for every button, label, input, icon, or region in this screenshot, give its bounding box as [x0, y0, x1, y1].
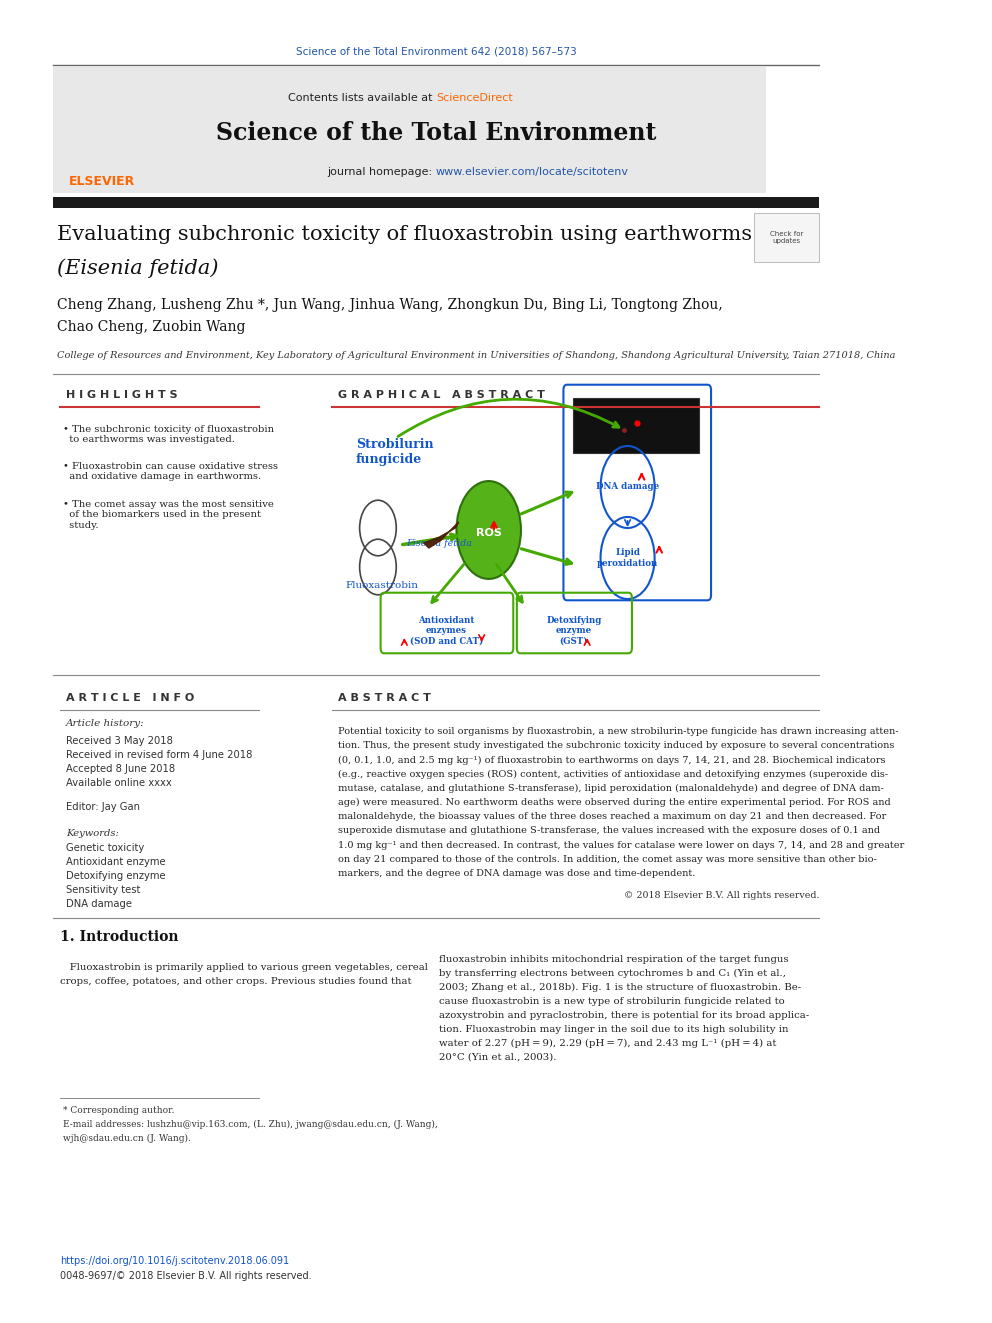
Text: Received 3 May 2018: Received 3 May 2018: [65, 736, 173, 746]
Text: E-mail addresses: lushzhu@vip.163.com, (L. Zhu), jwang@sdau.edu.cn, (J. Wang),: E-mail addresses: lushzhu@vip.163.com, (…: [63, 1121, 438, 1129]
Text: Received in revised form 4 June 2018: Received in revised form 4 June 2018: [65, 750, 252, 759]
Text: G R A P H I C A L   A B S T R A C T: G R A P H I C A L A B S T R A C T: [338, 390, 546, 400]
FancyBboxPatch shape: [573, 398, 698, 452]
Text: cause fluoxastrobin is a new type of strobilurin fungicide related to: cause fluoxastrobin is a new type of str…: [439, 998, 786, 1005]
Text: Cheng Zhang, Lusheng Zhu *, Jun Wang, Jinhua Wang, Zhongkun Du, Bing Li, Tongton: Cheng Zhang, Lusheng Zhu *, Jun Wang, Ji…: [58, 298, 723, 312]
Text: 0048-9697/© 2018 Elsevier B.V. All rights reserved.: 0048-9697/© 2018 Elsevier B.V. All right…: [60, 1271, 311, 1281]
Text: by transferring electrons between cytochromes b and C₁ (Yin et al.,: by transferring electrons between cytoch…: [439, 968, 787, 978]
Text: water of 2.27 (pH = 9), 2.29 (pH = 7), and 2.43 mg L⁻¹ (pH = 4) at: water of 2.27 (pH = 9), 2.29 (pH = 7), a…: [439, 1039, 777, 1048]
Text: Contents lists available at: Contents lists available at: [288, 93, 435, 103]
Text: Lipid
peroxidation: Lipid peroxidation: [597, 548, 659, 568]
Text: Article history:: Article history:: [65, 718, 145, 728]
Text: 20°C (Yin et al., 2003).: 20°C (Yin et al., 2003).: [439, 1053, 557, 1062]
Text: Antioxidant
enzymes
(SOD and CAT): Antioxidant enzymes (SOD and CAT): [410, 617, 483, 646]
Text: https://doi.org/10.1016/j.scitotenv.2018.06.091: https://doi.org/10.1016/j.scitotenv.2018…: [60, 1256, 289, 1266]
Text: 1. Introduction: 1. Introduction: [60, 930, 179, 945]
Text: * Corresponding author.: * Corresponding author.: [63, 1106, 175, 1115]
Text: H I G H L I G H T S: H I G H L I G H T S: [65, 390, 178, 400]
Text: ScienceDirect: ScienceDirect: [435, 93, 513, 103]
Text: malonaldehyde, the bioassay values of the three doses reached a maximum on day 2: malonaldehyde, the bioassay values of th…: [338, 812, 887, 822]
Text: • The comet assay was the most sensitive
  of the biomarkers used in the present: • The comet assay was the most sensitive…: [63, 500, 274, 529]
Circle shape: [456, 482, 521, 579]
Text: www.elsevier.com/locate/scitotenv: www.elsevier.com/locate/scitotenv: [435, 167, 629, 177]
Text: tion. Thus, the present study investigated the subchronic toxicity induced by ex: tion. Thus, the present study investigat…: [338, 741, 895, 750]
Text: Accepted 8 June 2018: Accepted 8 June 2018: [65, 763, 175, 774]
Text: Chao Cheng, Zuobin Wang: Chao Cheng, Zuobin Wang: [58, 320, 246, 333]
Text: mutase, catalase, and glutathione S-transferase), lipid peroxidation (malonaldeh: mutase, catalase, and glutathione S-tran…: [338, 783, 884, 792]
Text: Detoxifying
enzyme
(GST): Detoxifying enzyme (GST): [547, 617, 601, 646]
Text: Fluoxastrobin: Fluoxastrobin: [345, 581, 419, 590]
FancyBboxPatch shape: [53, 197, 819, 208]
Text: Fluoxastrobin is primarily applied to various green vegetables, cereal: Fluoxastrobin is primarily applied to va…: [60, 963, 428, 972]
Text: wjh@sdau.edu.cn (J. Wang).: wjh@sdau.edu.cn (J. Wang).: [63, 1134, 191, 1143]
Text: Science of the Total Environment 642 (2018) 567–573: Science of the Total Environment 642 (20…: [296, 48, 576, 57]
FancyBboxPatch shape: [754, 213, 819, 262]
Text: Genetic toxicity: Genetic toxicity: [65, 843, 144, 853]
Text: journal homepage:: journal homepage:: [327, 167, 435, 177]
Text: Editor: Jay Gan: Editor: Jay Gan: [65, 802, 140, 812]
Text: Potential toxicity to soil organisms by fluoxastrobin, a new strobilurin-type fu: Potential toxicity to soil organisms by …: [338, 728, 899, 736]
Text: DNA damage: DNA damage: [596, 483, 659, 492]
Text: Sensitivity test: Sensitivity test: [65, 885, 140, 894]
Text: • The subchronic toxicity of fluoxastrobin
  to earthworms was investigated.: • The subchronic toxicity of fluoxastrob…: [63, 425, 275, 445]
Text: A R T I C L E   I N F O: A R T I C L E I N F O: [65, 693, 194, 703]
Text: (0, 0.1, 1.0, and 2.5 mg kg⁻¹) of fluoxastrobin to earthworms on days 7, 14, 21,: (0, 0.1, 1.0, and 2.5 mg kg⁻¹) of fluoxa…: [338, 755, 886, 765]
Polygon shape: [424, 523, 459, 548]
Text: Check for
updates: Check for updates: [770, 230, 804, 243]
Text: ELSEVIER: ELSEVIER: [68, 175, 135, 188]
Text: tion. Fluoxastrobin may linger in the soil due to its high solubility in: tion. Fluoxastrobin may linger in the so…: [439, 1025, 789, 1035]
Text: Detoxifying enzyme: Detoxifying enzyme: [65, 871, 166, 881]
Text: 1.0 mg kg⁻¹ and then decreased. In contrast, the values for catalase were lower : 1.0 mg kg⁻¹ and then decreased. In contr…: [338, 840, 905, 849]
Text: © 2018 Elsevier B.V. All rights reserved.: © 2018 Elsevier B.V. All rights reserved…: [624, 890, 819, 900]
Text: superoxide dismutase and glutathione S-transferase, the values increased with th: superoxide dismutase and glutathione S-t…: [338, 827, 881, 835]
Text: Evaluating subchronic toxicity of fluoxastrobin using earthworms: Evaluating subchronic toxicity of fluoxa…: [58, 225, 752, 243]
Text: ROS: ROS: [476, 528, 502, 538]
Text: College of Resources and Environment, Key Laboratory of Agricultural Environment: College of Resources and Environment, Ke…: [58, 351, 896, 360]
Text: DNA damage: DNA damage: [65, 900, 132, 909]
Text: crops, coffee, potatoes, and other crops. Previous studies found that: crops, coffee, potatoes, and other crops…: [60, 976, 412, 986]
Text: Keywords:: Keywords:: [65, 830, 119, 837]
Text: fluoxastrobin inhibits mitochondrial respiration of the target fungus: fluoxastrobin inhibits mitochondrial res…: [439, 955, 789, 964]
Text: azoxystrobin and pyraclostrobin, there is potential for its broad applica-: azoxystrobin and pyraclostrobin, there i…: [439, 1011, 809, 1020]
Text: • Fluoxastrobin can cause oxidative stress
  and oxidative damage in earthworms.: • Fluoxastrobin can cause oxidative stre…: [63, 462, 279, 482]
Text: age) were measured. No earthworm deaths were observed during the entire experime: age) were measured. No earthworm deaths …: [338, 798, 891, 807]
Text: Antioxidant enzyme: Antioxidant enzyme: [65, 857, 166, 867]
Text: (e.g., reactive oxygen species (ROS) content, activities of antioxidase and deto: (e.g., reactive oxygen species (ROS) con…: [338, 770, 889, 779]
FancyBboxPatch shape: [53, 67, 767, 193]
Text: Strobilurin
fungicide: Strobilurin fungicide: [356, 438, 434, 466]
Text: 2003; Zhang et al., 2018b). Fig. 1 is the structure of fluoxastrobin. Be-: 2003; Zhang et al., 2018b). Fig. 1 is th…: [439, 983, 802, 992]
Text: (Eisenia fetida): (Eisenia fetida): [58, 258, 218, 278]
Text: Available online xxxx: Available online xxxx: [65, 778, 172, 789]
Text: on day 21 compared to those of the controls. In addition, the comet assay was mo: on day 21 compared to those of the contr…: [338, 855, 877, 864]
Text: markers, and the degree of DNA damage was dose and time‐dependent.: markers, and the degree of DNA damage wa…: [338, 869, 695, 878]
Text: A B S T R A C T: A B S T R A C T: [338, 693, 432, 703]
Text: Eisenia fetida: Eisenia fetida: [406, 538, 472, 548]
Text: Science of the Total Environment: Science of the Total Environment: [216, 120, 656, 146]
